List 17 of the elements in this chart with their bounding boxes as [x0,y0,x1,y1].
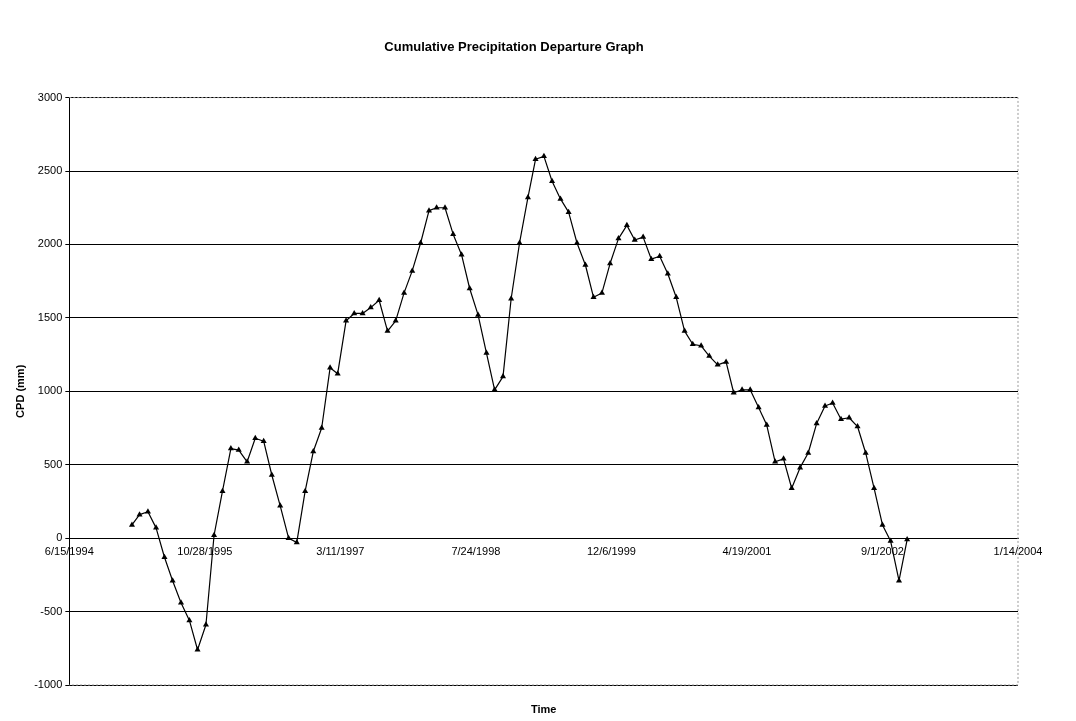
y-tick-label: 2000 [37,237,63,250]
y-axis-title: CPD (mm) [13,364,26,418]
x-axis-title: Time [530,703,557,715]
y-tick-label: 3000 [37,90,63,103]
chart-title: Cumulative Precipitation Departure Graph [384,39,644,55]
y-tick-label: 500 [43,457,63,470]
x-tick-label: 7/24/1998 [451,544,501,557]
x-tick-label: 3/11/1997 [316,544,365,557]
y-tick-label: 2500 [37,164,63,177]
y-tick-label: 0 [56,531,63,544]
y-tick-label: 1000 [37,384,63,397]
x-tick-label: 1/14/2004 [993,544,1043,557]
x-tick-label: 12/6/1999 [586,544,636,557]
y-tick-label: 1500 [37,310,63,323]
y-tick-label: -500 [40,604,63,617]
y-tick-label: -1000 [34,678,63,691]
x-tick-label: 4/19/2001 [722,544,772,557]
